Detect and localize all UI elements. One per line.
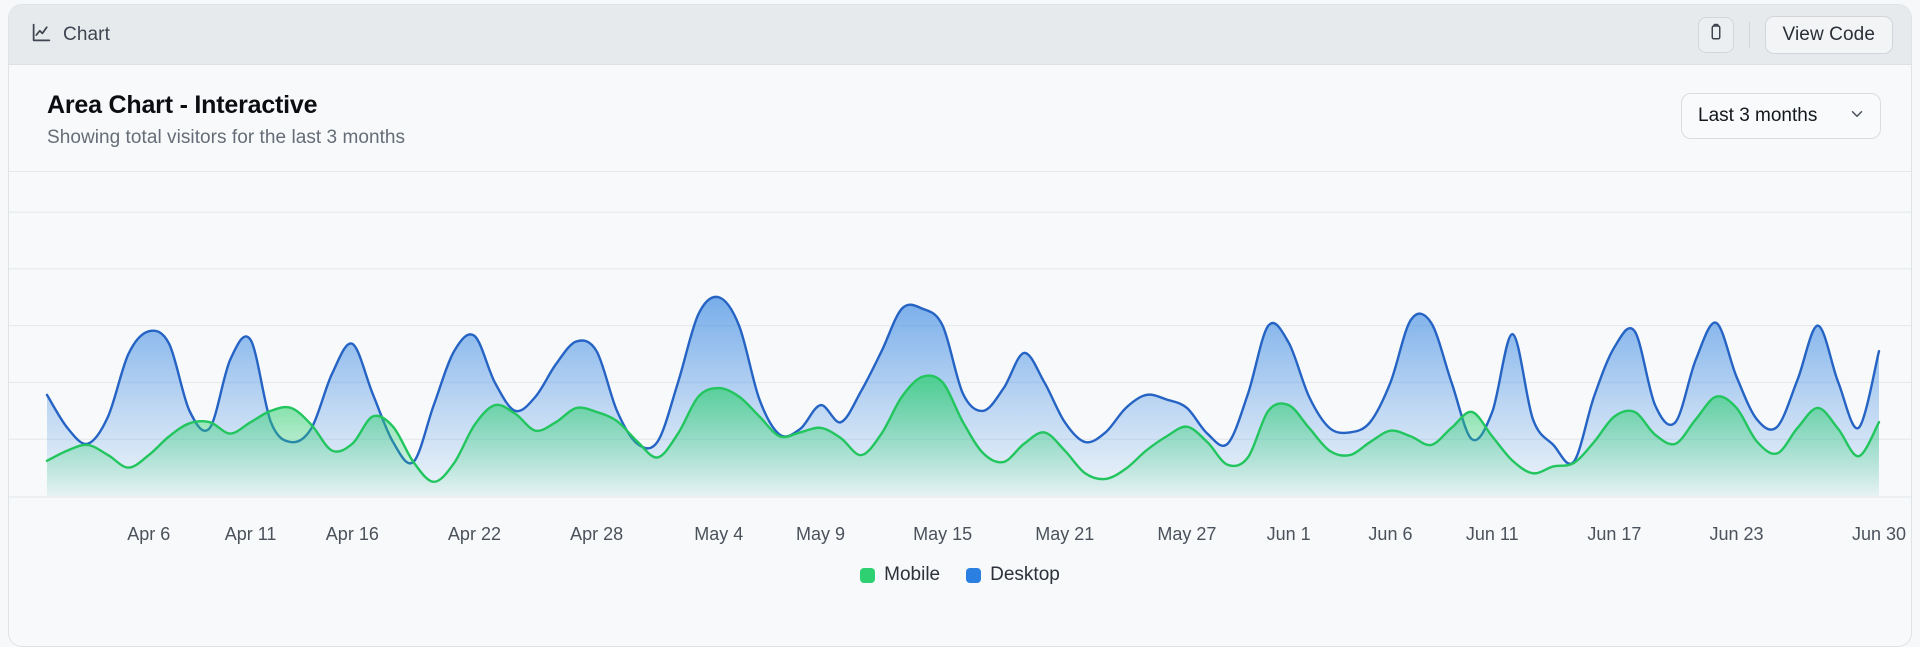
time-range-value: Last 3 months <box>1698 105 1818 126</box>
chart-subtitle: Showing total visitors for the last 3 mo… <box>47 127 406 148</box>
x-axis-tick-label: Jun 11 <box>1465 524 1519 544</box>
x-axis-tick-label: May 9 <box>795 524 846 544</box>
legend-swatch-icon <box>966 567 982 583</box>
header-right-group: View Code <box>1697 15 1893 54</box>
x-axis-tick-label: Apr 22 <box>447 524 501 544</box>
x-axis-tick-label: Jun 1 <box>1266 524 1311 544</box>
chart-legend: Mobile Desktop <box>9 564 1911 586</box>
x-axis-tick-label: Apr 16 <box>325 524 379 544</box>
legend-item-mobile[interactable]: Mobile <box>860 564 940 586</box>
x-axis-tick-label: Apr 28 <box>570 524 624 544</box>
chart-plot-area: Apr 6 Apr 11 Apr 16 Apr 22 Apr 28 May 4 May 9 M… <box>9 172 1911 592</box>
chart-title-block: Area Chart - Interactive Showing total v… <box>47 91 405 149</box>
copy-code-button[interactable] <box>1697 16 1734 53</box>
x-axis-tick-label: Apr 11 <box>224 524 277 544</box>
x-axis-tick-label: Jun 6 <box>1368 524 1413 544</box>
chart-header-section: Area Chart - Interactive Showing total v… <box>9 65 1911 172</box>
tab-chart-label: Chart <box>63 23 110 45</box>
view-code-button[interactable]: View Code <box>1764 15 1893 54</box>
time-range-select[interactable]: Last 3 months <box>1681 93 1881 139</box>
x-axis-tick-label: May 15 <box>913 524 973 544</box>
chart-card: Chart View Code Area Chart - Interactive… <box>8 4 1912 647</box>
x-axis-tick-label: Apr 6 <box>127 524 171 544</box>
x-axis-tick-label: Jun 30 <box>1851 524 1907 544</box>
chevron-down-icon <box>1848 105 1866 128</box>
line-chart-icon <box>31 22 52 48</box>
legend-label: Desktop <box>990 564 1060 585</box>
legend-item-desktop[interactable]: Desktop <box>966 564 1060 586</box>
x-axis-tick-label: May 4 <box>694 524 744 544</box>
legend-swatch-icon <box>860 567 876 583</box>
page-title: Area Chart - Interactive <box>47 91 318 119</box>
series-line-desktop <box>47 297 1879 464</box>
header-left-group: Chart <box>31 22 110 48</box>
area-chart-svg <box>9 172 1911 522</box>
clipboard-icon <box>1707 23 1725 46</box>
x-axis-tick-label: May 27 <box>1157 524 1217 544</box>
x-axis-tick-label: May 21 <box>1035 524 1095 544</box>
legend-label: Mobile <box>884 564 941 585</box>
header-divider <box>1748 21 1750 48</box>
x-axis-tick-label: Jun 17 <box>1587 524 1642 544</box>
card-header-bar: Chart View Code <box>9 5 1911 65</box>
series-line-mobile <box>47 375 1879 481</box>
x-axis-tick-label: Jun 23 <box>1709 524 1764 544</box>
x-axis-ticks: Apr 6 Apr 11 Apr 16 Apr 22 Apr 28 May 4 May 9 M… <box>9 524 1911 554</box>
series-area-mobile <box>47 375 1879 496</box>
